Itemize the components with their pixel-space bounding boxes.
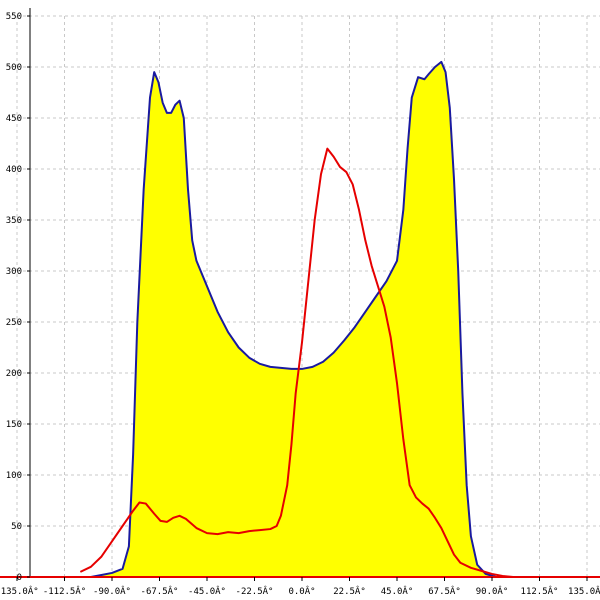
x-tick-label-12: 135.0Â° [568, 585, 600, 597]
x-tick-label-5: -22.5Â° [236, 585, 274, 597]
x-tick-label-7: 22.5Â° [333, 585, 366, 597]
series-1-line [79, 147, 514, 578]
y-tick-label-8: 400 [6, 165, 22, 175]
y-tick-label-1: 50 [11, 522, 22, 532]
y-tick-label-6: 300 [6, 267, 22, 277]
x-tick-label-3: -67.5Â° [141, 585, 179, 597]
y-tick-label-5: 250 [6, 318, 22, 328]
x-tick-label-1: -112.5Â° [43, 585, 86, 597]
series-0-line [90, 60, 514, 578]
x-tick-label-9: 67.5Â° [428, 585, 461, 597]
y-tick-label-4: 200 [6, 369, 22, 379]
axes [0, 8, 600, 581]
x-tick-label-6: 0.0Â° [288, 585, 315, 597]
grid [16, 15, 600, 577]
x-tick-label-10: 90.0Â° [476, 585, 509, 597]
x-tick-label-11: 112.5Â° [521, 585, 559, 597]
series-layer [79, 60, 514, 578]
tick-labels: 0 50 100 150 200 250 300 350 400 450 500 550 -135.0Â… [0, 12, 600, 597]
y-tick-label-11: 550 [6, 12, 22, 22]
y-tick-label-9: 450 [6, 114, 22, 124]
series-0-area [90, 61, 514, 577]
y-tick-label-0: 0 [17, 573, 22, 583]
x-tick-label-4: -45.0Â° [188, 585, 226, 597]
x-tick-label-0: -135.0Â° [0, 585, 39, 597]
x-tick-label-8: 45.0Â° [381, 585, 414, 597]
y-tick-label-3: 150 [6, 420, 22, 430]
y-tick-label-7: 350 [6, 216, 22, 226]
y-tick-label-2: 100 [6, 471, 22, 481]
x-tick-label-2: -90.0Â° [93, 585, 131, 597]
y-tick-label-10: 500 [6, 63, 22, 73]
